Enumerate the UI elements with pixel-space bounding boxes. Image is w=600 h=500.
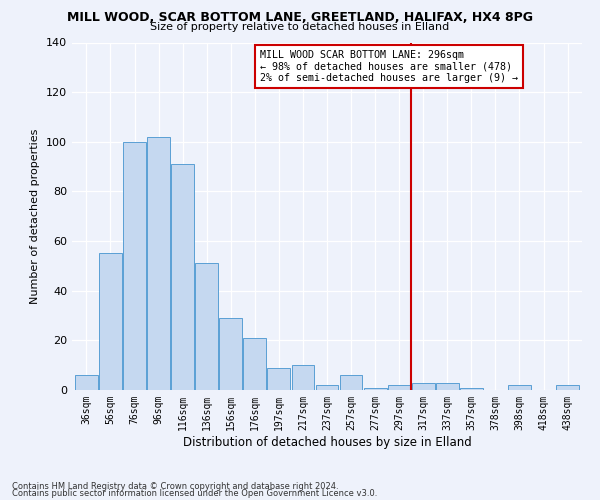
Bar (268, 368, 290, 390)
Bar (123, 142, 146, 390)
Text: MILL WOOD SCAR BOTTOM LANE: 296sqm
← 98% of detached houses are smaller (478)
2%: MILL WOOD SCAR BOTTOM LANE: 296sqm ← 98%… (260, 50, 518, 83)
X-axis label: Distribution of detached houses by size in Elland: Distribution of detached houses by size … (182, 436, 472, 448)
Bar (292, 365, 314, 390)
Bar (388, 385, 410, 390)
Bar (436, 382, 459, 390)
Bar (316, 385, 338, 390)
Text: Contains public sector information licensed under the Open Government Licence v3: Contains public sector information licen… (12, 490, 377, 498)
Bar (460, 388, 483, 390)
Y-axis label: Number of detached properties: Number of detached properties (31, 128, 40, 304)
Text: Size of property relative to detached houses in Elland: Size of property relative to detached ho… (151, 22, 449, 32)
Bar (244, 338, 266, 390)
Bar (364, 388, 386, 390)
Bar (75, 375, 98, 390)
Bar (340, 375, 362, 390)
Bar (195, 264, 218, 390)
Bar (556, 385, 579, 390)
Bar (220, 318, 242, 390)
Bar (99, 254, 122, 390)
Text: Contains HM Land Registry data © Crown copyright and database right 2024.: Contains HM Land Registry data © Crown c… (12, 482, 338, 491)
Bar (508, 385, 531, 390)
Text: MILL WOOD, SCAR BOTTOM LANE, GREETLAND, HALIFAX, HX4 8PG: MILL WOOD, SCAR BOTTOM LANE, GREETLAND, … (67, 11, 533, 24)
Bar (412, 382, 434, 390)
Bar (171, 164, 194, 390)
Bar (147, 137, 170, 390)
